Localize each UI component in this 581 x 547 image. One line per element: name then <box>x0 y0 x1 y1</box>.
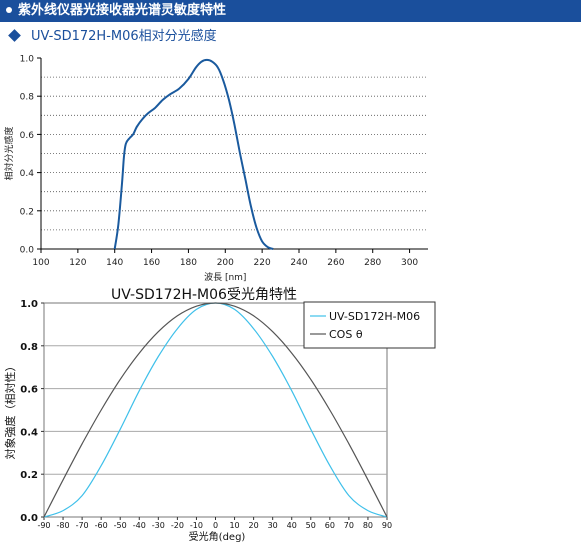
y-tick-label: 1.0 <box>20 299 38 310</box>
y-tick-label: 0.0 <box>20 246 35 256</box>
x-tick-label: 140 <box>106 258 123 268</box>
x-tick-label: 60 <box>325 521 335 530</box>
x-tick-label: -10 <box>190 521 203 530</box>
x-tick-label: 280 <box>364 258 381 268</box>
y-tick-label: 0.6 <box>20 131 35 141</box>
x-tick-label: -20 <box>171 521 184 530</box>
spectral-sensitivity-chart: 0.0 0.2 0.4 0.6 0.8 1.0 100 120 140 160 180 200 220 2… <box>3 55 428 283</box>
x-tick-label: 160 <box>143 258 160 268</box>
y-tick-label: 0.4 <box>20 427 38 438</box>
subheader-title: UV-SD172H-M06相对分光感度 <box>31 29 217 44</box>
x-tick-label: -80 <box>57 521 70 530</box>
diamond-icon <box>8 29 21 42</box>
x-tick-label: 300 <box>401 258 418 268</box>
x-tick-label: 260 <box>327 258 344 268</box>
x-tick-label: 180 <box>180 258 197 268</box>
x-axis-label: 波長 [nm] <box>204 271 246 283</box>
x-tick-label: -60 <box>95 521 108 530</box>
y-tick-label: 0.0 <box>20 513 38 524</box>
x-tick-label: 10 <box>229 521 239 530</box>
y-tick-label: 0.8 <box>20 342 38 353</box>
x-tick-label: 0 <box>213 521 218 530</box>
bullet-icon <box>6 6 12 13</box>
series-line-spectral-sensitivity <box>113 58 274 250</box>
x-tick-label: 100 <box>32 258 49 268</box>
x-tick-label: 70 <box>344 521 354 530</box>
x-tick-label: 200 <box>217 258 234 268</box>
y-tick-label: 0.6 <box>20 385 38 396</box>
subheader: UV-SD172H-M06相对分光感度 <box>6 28 217 46</box>
y-tick-label: 1.0 <box>20 55 35 65</box>
x-tick-label: 120 <box>69 258 86 268</box>
x-tick-label: 90 <box>382 521 392 530</box>
x-axis-label: 受光角(deg) <box>189 530 246 543</box>
y-axis-label: 対象強度（相対性） <box>3 361 17 460</box>
series-line-cosine <box>43 302 388 518</box>
x-tick-label: 50 <box>306 521 316 530</box>
legend-label: UV-SD172H-M06 <box>329 310 420 323</box>
x-tick-label: 220 <box>254 258 271 268</box>
x-tick-label: -30 <box>152 521 165 530</box>
x-tick-label: 20 <box>249 521 259 530</box>
x-tick-label: -50 <box>114 521 127 530</box>
x-tick-label: -40 <box>133 521 146 530</box>
x-tick-label: 80 <box>363 521 373 530</box>
section-title: 紫外线仪器光接收器光谱灵敏度特性 <box>18 3 227 18</box>
x-tick-label: -70 <box>76 521 89 530</box>
x-tick-label: 240 <box>290 258 307 268</box>
legend-label: COS θ <box>329 328 363 341</box>
x-tick-label: 30 <box>268 521 278 530</box>
x-tick-label: -90 <box>37 521 50 530</box>
y-tick-label: 0.8 <box>20 93 35 103</box>
chart-title: UV-SD172H-M06受光角特性 <box>111 287 297 303</box>
angular-response-chart: UV-SD172H-M06受光角特性0.00.20.40.60.81.0-90-… <box>3 287 436 543</box>
y-tick-label: 0.4 <box>20 169 35 179</box>
y-axis-label: 相対分光感度 <box>3 126 15 180</box>
legend-box <box>303 301 436 349</box>
y-tick-label: 0.2 <box>20 470 38 481</box>
x-tick-label: 40 <box>287 521 297 530</box>
section-header: 紫外线仪器光接收器光谱灵敏度特性 <box>0 0 581 22</box>
y-tick-label: 0.2 <box>20 207 34 217</box>
